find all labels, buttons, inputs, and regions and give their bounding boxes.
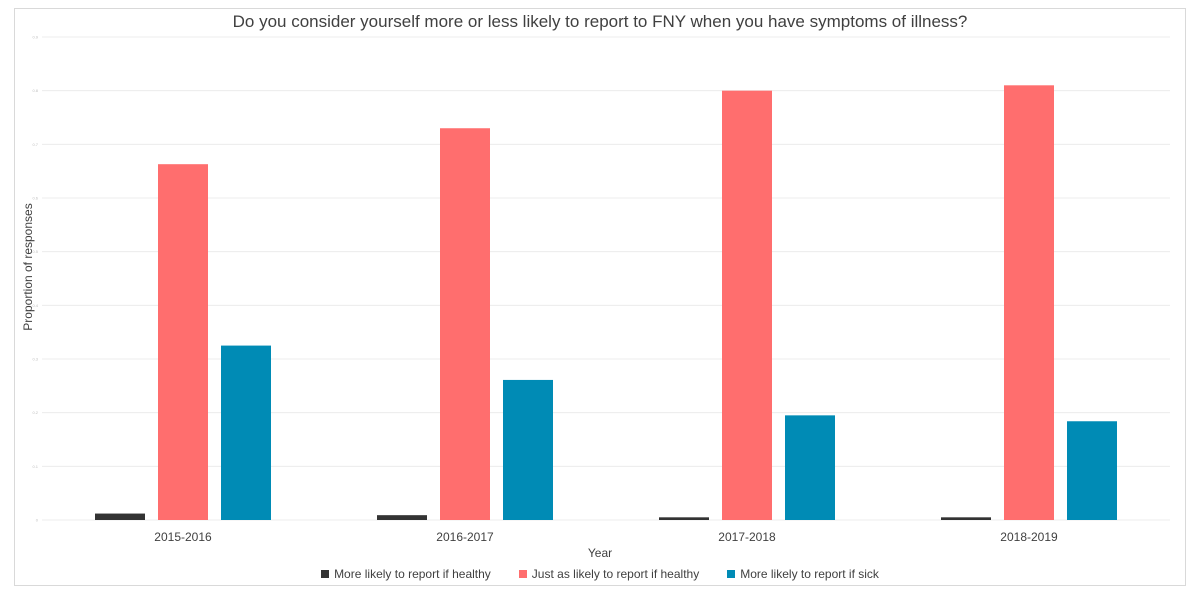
bar-2016-2017-series-2[interactable]: [503, 379, 553, 520]
bar-2017-2018-series-1[interactable]: [722, 90, 772, 521]
legend-label-more-sick: More likely to report if sick: [740, 567, 879, 581]
bar-2015-2016-series-1[interactable]: [158, 164, 208, 520]
bar-2018-2019-series-0[interactable]: [941, 517, 991, 520]
legend-swatch-more-healthy: [321, 570, 330, 578]
bar-2016-2017-series-0[interactable]: [377, 515, 427, 520]
bar-2015-2016-series-2[interactable]: [221, 345, 271, 520]
y-tick-label: 0.4: [32, 303, 38, 308]
y-tick-label: 0.9: [32, 35, 38, 40]
legend-swatch-more-sick: [727, 570, 736, 578]
y-tick-label: 0.1: [32, 464, 38, 469]
y-tick-label: 0.3: [32, 357, 38, 362]
legend-label-just-as-healthy: Just as likely to report if healthy: [531, 567, 700, 581]
legend-item-more-sick[interactable]: More likely to report if sick: [727, 567, 879, 581]
chart-title: Do you consider yourself more or less li…: [232, 12, 968, 31]
bar-2018-2019-series-2[interactable]: [1067, 421, 1117, 520]
bar-2016-2017-series-1[interactable]: [440, 128, 490, 520]
y-tick-label: 0: [36, 518, 39, 523]
bar-2018-2019-series-1[interactable]: [1004, 85, 1054, 521]
y-tick-label: 0.6: [32, 196, 38, 201]
chart-frame: [14, 8, 1186, 586]
x-tick-label: 2018-2019: [1000, 530, 1058, 544]
y-tick-label: 0.7: [32, 142, 38, 147]
y-tick-label: 0.5: [32, 249, 38, 254]
x-tick-label: 2017-2018: [718, 530, 776, 544]
legend-swatch-just-as-healthy: [518, 570, 527, 578]
x-tick-label: 2016-2017: [436, 530, 494, 544]
x-tick-label: 2015-2016: [154, 530, 212, 544]
legend-item-more-healthy[interactable]: More likely to report if healthy: [321, 567, 491, 581]
bar-2015-2016-series-0[interactable]: [95, 513, 145, 520]
legend: More likely to report if healthy Just as…: [0, 567, 1200, 581]
bar-2017-2018-series-0[interactable]: [659, 517, 709, 520]
y-tick-label: 0.8: [32, 88, 38, 93]
bar-2017-2018-series-2[interactable]: [785, 415, 835, 520]
x-axis-label: Year: [587, 546, 613, 560]
legend-item-just-as-healthy[interactable]: Just as likely to report if healthy: [518, 567, 700, 581]
y-tick-label: 0.2: [32, 410, 38, 415]
legend-label-more-healthy: More likely to report if healthy: [334, 567, 491, 581]
